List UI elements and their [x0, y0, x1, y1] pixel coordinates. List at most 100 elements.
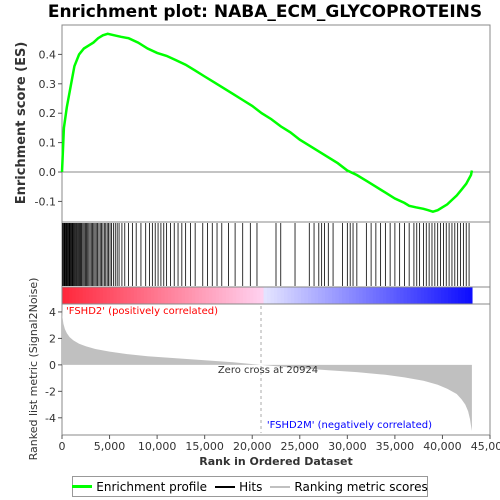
- legend-label: Hits: [239, 479, 263, 494]
- x-axis-label: Rank in Ordered Dataset: [199, 455, 353, 468]
- color-bar-segment: [75, 287, 80, 304]
- color-bar-segment: [239, 287, 244, 304]
- legend-item-hits: Hits: [215, 480, 262, 494]
- color-bar-segment: [389, 287, 394, 304]
- color-bar-segment: [328, 287, 333, 304]
- color-bar-segment: [379, 287, 384, 304]
- color-bar-segment: [102, 287, 108, 304]
- rank-y-ticks: -4 -2 0 2 4: [45, 306, 62, 425]
- color-bar-segment: [232, 287, 237, 304]
- hits-swatch: [215, 485, 236, 488]
- color-bar-segment: [266, 287, 271, 304]
- color-bar-segment: [150, 287, 155, 304]
- color-bar-segment: [297, 287, 302, 304]
- color-bar-segment: [72, 287, 77, 304]
- color-bar-segment: [407, 287, 412, 304]
- color-bar-segment: [400, 287, 405, 304]
- color-bar-segment: [372, 287, 377, 304]
- color-bar-segment: [123, 287, 128, 304]
- color-bar-segment: [89, 287, 94, 304]
- color-bar-segment: [454, 287, 459, 304]
- color-bar-segment: [161, 287, 166, 304]
- color-bar-segment: [137, 287, 142, 304]
- color-bar-segment: [290, 287, 295, 304]
- enrichment-profile-swatch: [72, 485, 93, 488]
- rank-y-axis-label: Ranked list metric (Signal2Noise): [27, 278, 40, 461]
- legend: Enrichment profile Hits Ranking metric s…: [72, 476, 428, 497]
- rank-y-tick-label: -4: [45, 412, 56, 425]
- x-tick-label: 25,000: [281, 440, 320, 453]
- color-bar-segment: [301, 287, 306, 304]
- color-bar-segment: [260, 287, 265, 304]
- color-bar-segment: [191, 287, 196, 304]
- x-tick-label: 40,000: [423, 440, 462, 453]
- color-bar-segment: [246, 287, 251, 304]
- color-bar-segment: [366, 287, 371, 304]
- color-bar-segment: [198, 287, 203, 304]
- color-bar-segment: [82, 287, 87, 304]
- x-tick-label: 10,000: [138, 440, 177, 453]
- x-tick-label: 15,000: [185, 440, 224, 453]
- color-bar-segment: [99, 287, 104, 304]
- color-bar-segment: [430, 287, 435, 304]
- legend-item-ranking-metric: Ranking metric scores: [270, 479, 428, 494]
- x-tick-label: 5,000: [94, 440, 126, 453]
- positive-correlation-label: 'FSHD2' (positively correlated): [66, 306, 218, 317]
- color-bar-segment: [243, 287, 248, 304]
- hits-marks: [62, 223, 470, 286]
- color-bar-segment: [413, 287, 418, 304]
- color-bar-segment: [222, 287, 227, 304]
- color-bar-segment: [393, 287, 398, 304]
- color-bar-segment: [188, 287, 193, 304]
- color-bar-segment: [307, 287, 312, 304]
- color-bar-segment: [208, 287, 213, 304]
- color-bar-segment: [348, 287, 353, 304]
- ranking-metric-area: [62, 309, 472, 431]
- color-bar-segment: [280, 287, 285, 304]
- color-bar-segment: [154, 287, 159, 304]
- color-bar-segment: [273, 287, 278, 304]
- x-tick-label: 45,000: [471, 440, 500, 453]
- legend-label: Enrichment profile: [96, 479, 208, 494]
- color-bar-segment: [157, 287, 162, 304]
- color-bar-segment: [212, 287, 217, 304]
- color-bar-segment: [321, 287, 326, 304]
- color-bar-segment: [304, 287, 309, 304]
- es-y-tick-label: 0.0: [39, 166, 57, 179]
- color-bar-segment: [311, 287, 316, 304]
- color-bar-segment: [383, 287, 388, 304]
- color-bar-segment: [396, 287, 401, 304]
- x-tick-label: 0: [59, 440, 66, 453]
- color-bar-segment: [270, 287, 275, 304]
- color-bar-segment: [461, 287, 466, 304]
- rank-y-tick-label: 2: [49, 332, 56, 345]
- color-bar-segment: [215, 287, 220, 304]
- es-y-axis-label: Enrichment score (ES): [14, 42, 29, 205]
- color-bar-segment: [294, 287, 299, 304]
- color-bar-segment: [171, 287, 176, 304]
- color-bar-segment: [277, 287, 282, 304]
- color-bar-segment: [376, 287, 381, 304]
- color-bar-segment: [184, 287, 189, 304]
- color-bar-segment: [120, 287, 125, 304]
- es-y-ticks: -0.1 0.0 0.1 0.2 0.3 0.4: [35, 48, 62, 208]
- color-bar-segment: [369, 287, 374, 304]
- ranking-metric-swatch: [270, 485, 291, 488]
- color-bar-segment: [342, 287, 347, 304]
- color-bar-segment: [451, 287, 456, 304]
- color-bar-segment: [338, 287, 343, 304]
- color-bar-segment: [164, 287, 169, 304]
- rank-color-bar: [62, 287, 473, 304]
- color-bar-segment: [468, 287, 473, 304]
- color-bar-segment: [174, 287, 179, 304]
- color-bar-segment: [225, 287, 230, 304]
- color-bar-segment: [65, 287, 70, 304]
- color-bar-segment: [253, 287, 258, 304]
- color-bar-segment: [92, 287, 97, 304]
- color-bar-segment: [352, 287, 357, 304]
- legend-label: Ranking metric scores: [294, 479, 428, 494]
- negative-correlation-label: 'FSHD2M' (negatively correlated): [267, 420, 432, 431]
- color-bar-segment: [249, 287, 254, 304]
- color-bar-segment: [287, 287, 292, 304]
- es-y-tick-label: 0.1: [39, 137, 57, 150]
